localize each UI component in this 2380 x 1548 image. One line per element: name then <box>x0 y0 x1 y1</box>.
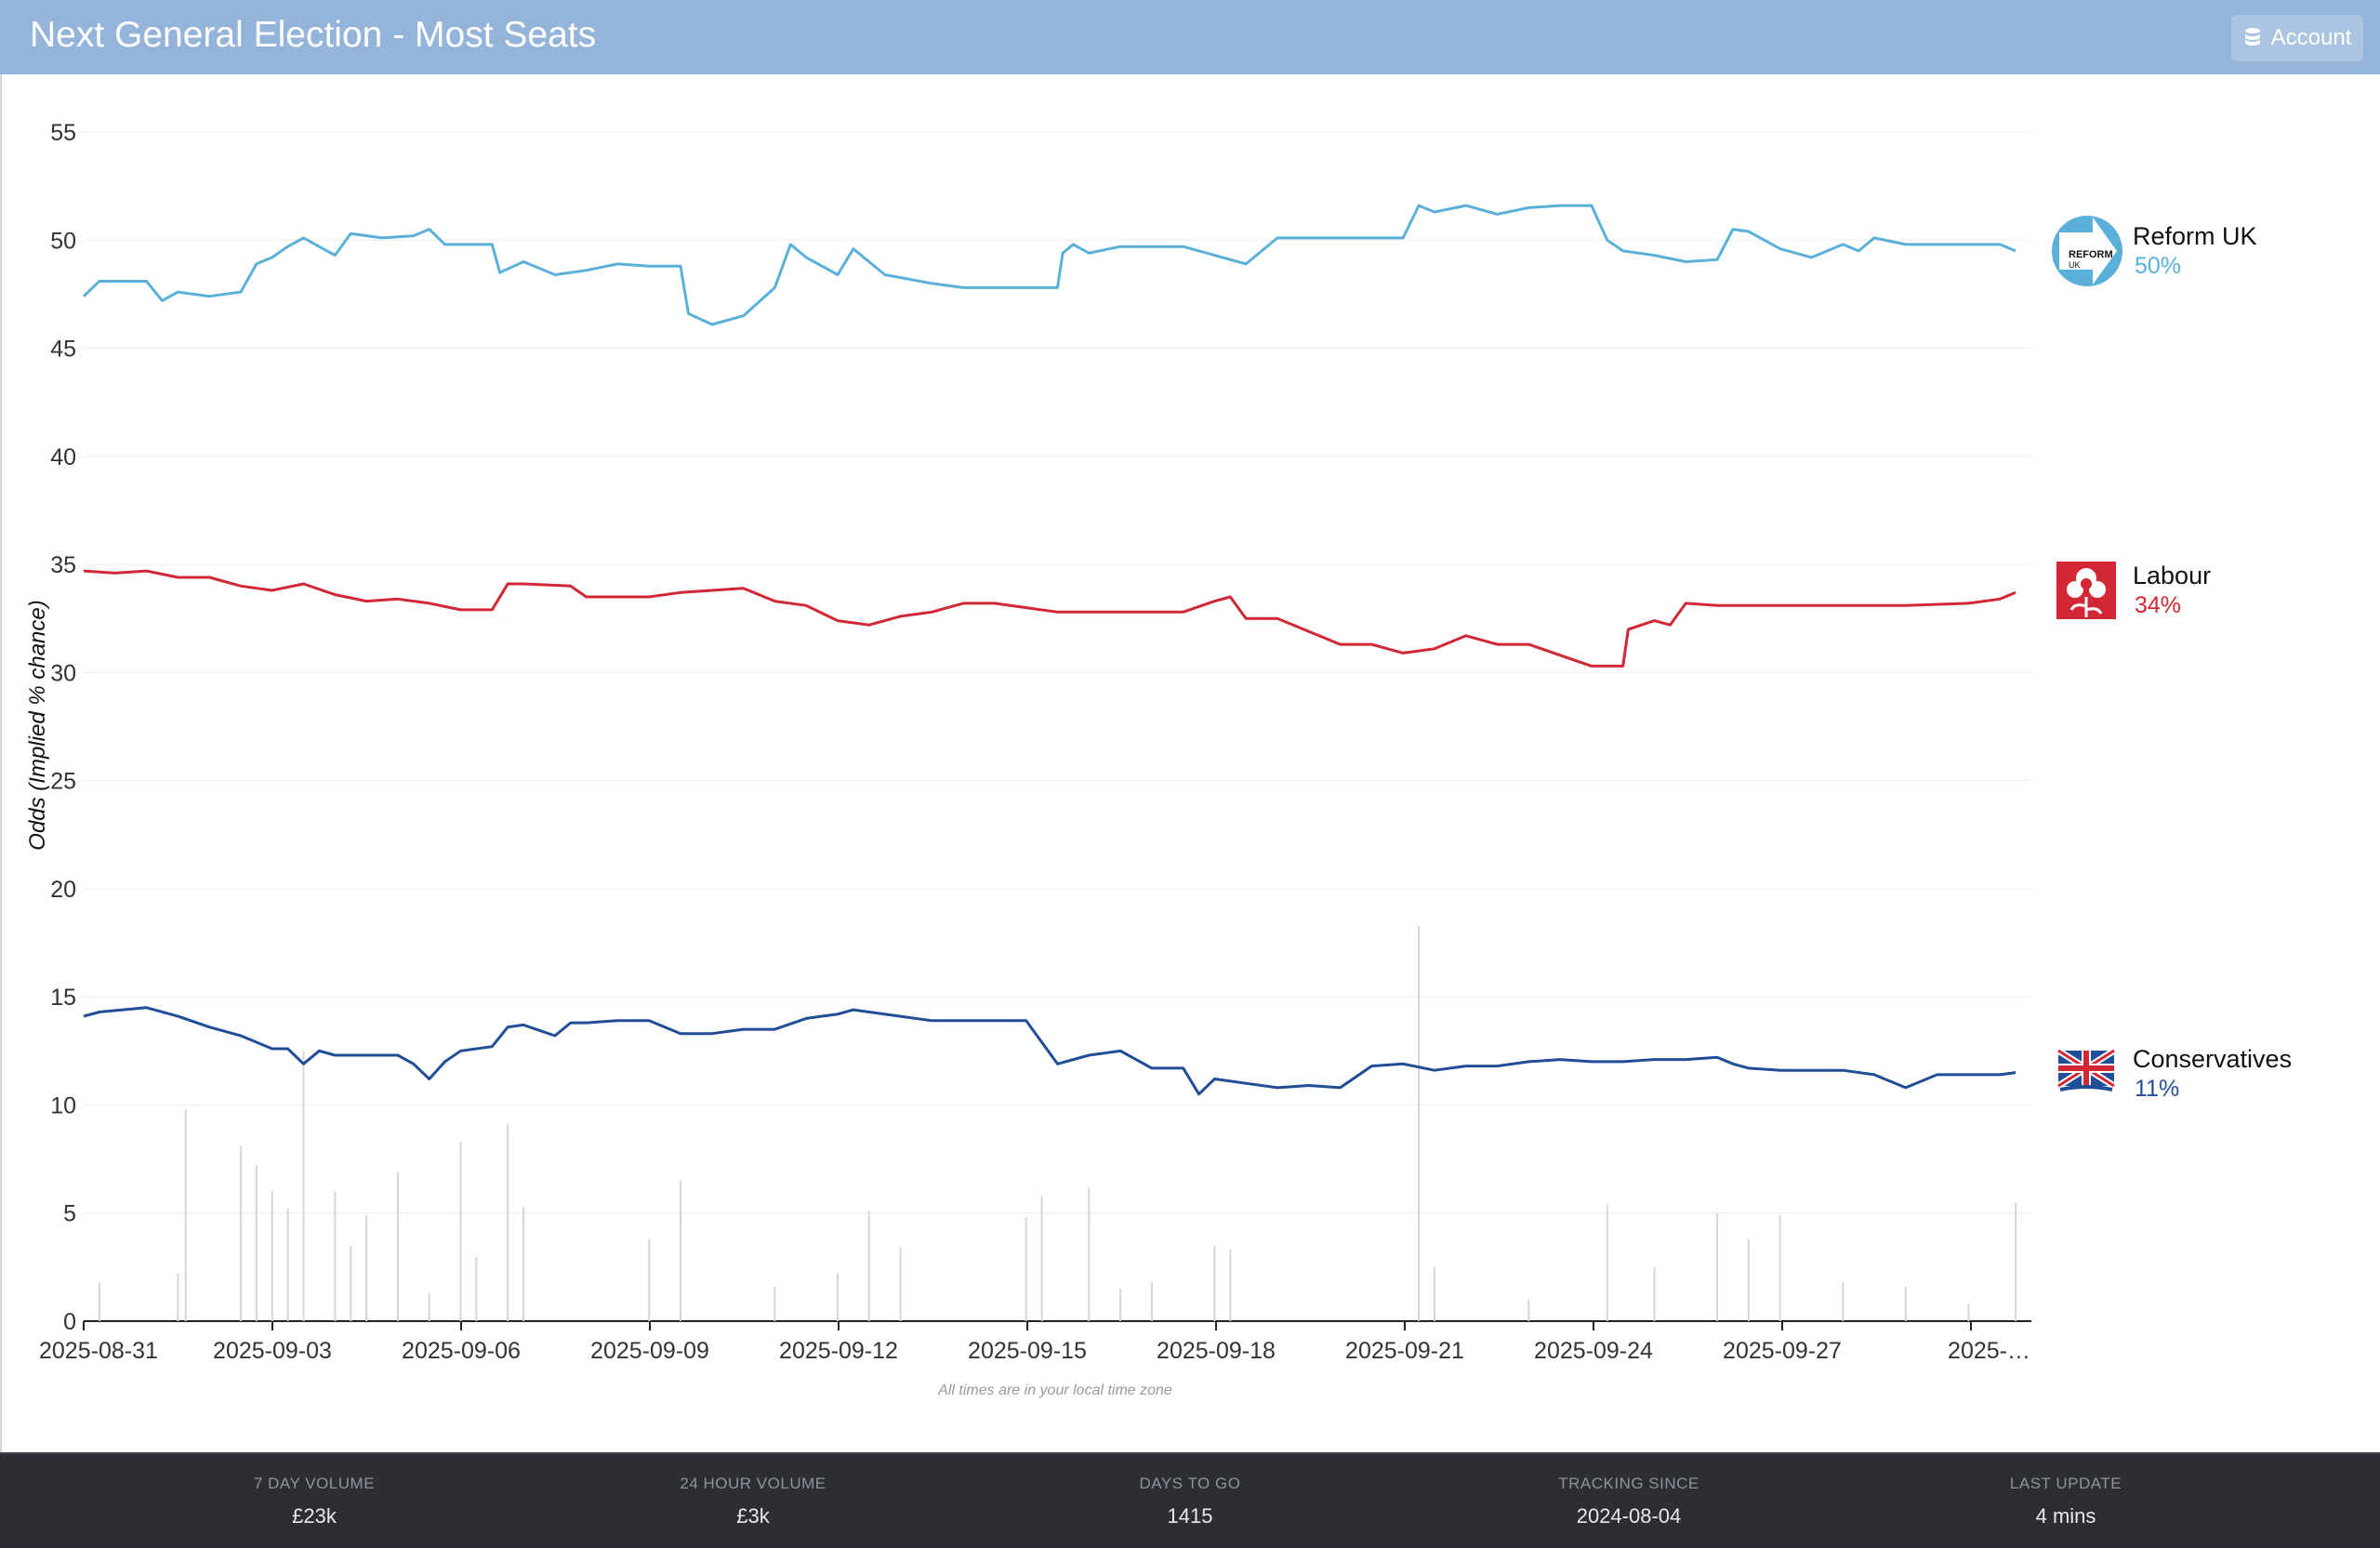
legend-conservatives-pct: 11% <box>2135 1076 2179 1102</box>
svg-text:REFORM: REFORM <box>2069 249 2113 260</box>
legend-reform-uk[interactable]: REFORM UK Reform UK 50% <box>2052 216 2257 286</box>
y-axis-label: Odds (Implied % chance) <box>25 600 50 850</box>
stats-footer: 7 DAY VOLUME £23k 24 HOUR VOLUME £3k DAY… <box>0 1452 2380 1548</box>
x-tick-label: 2025-… <box>1948 1338 2030 1364</box>
header-bar: Next General Election - Most Seats Accou… <box>0 0 2380 74</box>
labour-rose-logo <box>2056 562 2116 619</box>
y-tick-label: 15 <box>50 985 76 1011</box>
stat-value: £23k <box>292 1504 337 1528</box>
y-tick-label: 25 <box>50 769 76 795</box>
series-line-labour <box>83 569 2016 668</box>
reform-uk-logo: REFORM UK <box>2052 216 2122 286</box>
timezone-note: All times are in your local time zone <box>937 1383 1172 1398</box>
y-tick-label: 50 <box>50 228 76 254</box>
stat-value: £3k <box>736 1504 770 1528</box>
stat-24-hour-volume: 24 HOUR VOLUME £3k <box>567 1475 939 1528</box>
legend-reform-uk-name: Reform UK <box>2133 222 2257 250</box>
stat-days-to-go: DAYS TO GO 1415 <box>1004 1475 1376 1528</box>
x-tick-label: 2025-09-18 <box>1157 1338 1276 1364</box>
legend-conservatives[interactable]: Conservatives 11% <box>2056 1045 2292 1102</box>
series-line-reform-uk <box>82 204 2016 326</box>
legend-labour[interactable]: Labour 34% <box>2056 562 2211 619</box>
x-axis-ticks: 2025-08-31 2025-09-03 2025-09-06 2025-09-09… <box>39 1321 2030 1364</box>
stat-label: LAST UPDATE <box>2009 1475 2122 1492</box>
stat-value: 4 mins <box>2035 1504 2096 1528</box>
volume-bars <box>98 925 2017 1321</box>
x-tick-label: 2025-09-27 <box>1723 1338 1842 1364</box>
x-tick-label: 2025-09-21 <box>1345 1338 1464 1364</box>
y-tick-label: 0 <box>63 1309 76 1335</box>
conservatives-tree-logo <box>2056 1048 2116 1092</box>
y-tick-label: 45 <box>50 337 76 363</box>
stat-value: 1415 <box>1167 1504 1213 1528</box>
x-tick-label: 2025-08-31 <box>39 1338 158 1364</box>
page-title: Next General Election - Most Seats <box>30 15 597 55</box>
x-tick-label: 2025-09-24 <box>1534 1338 1653 1364</box>
stat-value: 2024-08-04 <box>1576 1504 1682 1528</box>
chart-grid <box>84 131 2031 1322</box>
x-tick-label: 2025-09-15 <box>968 1338 1087 1364</box>
legend-conservatives-name: Conservatives <box>2133 1045 2292 1073</box>
stat-label: 7 DAY VOLUME <box>253 1475 376 1492</box>
stat-7-day-volume: 7 DAY VOLUME £23k <box>128 1475 500 1528</box>
y-tick-label: 30 <box>50 660 76 686</box>
legend-labour-name: Labour <box>2133 562 2211 589</box>
legend-reform-uk-pct: 50% <box>2135 253 2181 279</box>
series-line-conservatives <box>83 1006 2016 1096</box>
series-lines <box>82 204 2016 1096</box>
stat-label: TRACKING SINCE <box>1558 1475 1699 1492</box>
y-tick-label: 55 <box>50 120 76 146</box>
account-button-label: Account <box>2270 25 2352 50</box>
stat-tracking-since: TRACKING SINCE 2024-08-04 <box>1443 1475 1815 1528</box>
y-tick-label: 5 <box>63 1201 76 1227</box>
stat-label: DAYS TO GO <box>1139 1475 1241 1492</box>
x-tick-label: 2025-09-09 <box>590 1338 709 1364</box>
database-icon <box>2243 27 2262 49</box>
account-button[interactable]: Account <box>2231 15 2363 61</box>
y-axis-ticks: 0 5 10 15 20 25 30 35 40 45 50 55 <box>50 120 76 1335</box>
y-tick-label: 20 <box>50 877 76 903</box>
x-tick-label: 2025-09-12 <box>779 1338 898 1364</box>
legend-labour-pct: 34% <box>2135 592 2181 618</box>
stat-label: 24 HOUR VOLUME <box>680 1475 826 1492</box>
x-tick-label: 2025-09-06 <box>402 1338 521 1364</box>
x-tick-label: 2025-09-03 <box>213 1338 332 1364</box>
stat-last-update: LAST UPDATE 4 mins <box>1880 1475 2252 1528</box>
odds-chart: 0 5 10 15 20 25 30 35 40 45 50 55 2025-08-31 2025-09… <box>25 120 2292 1398</box>
y-tick-label: 35 <box>50 552 76 578</box>
y-tick-label: 40 <box>50 444 76 470</box>
y-tick-label: 10 <box>50 1092 76 1118</box>
svg-text:UK: UK <box>2069 260 2081 270</box>
